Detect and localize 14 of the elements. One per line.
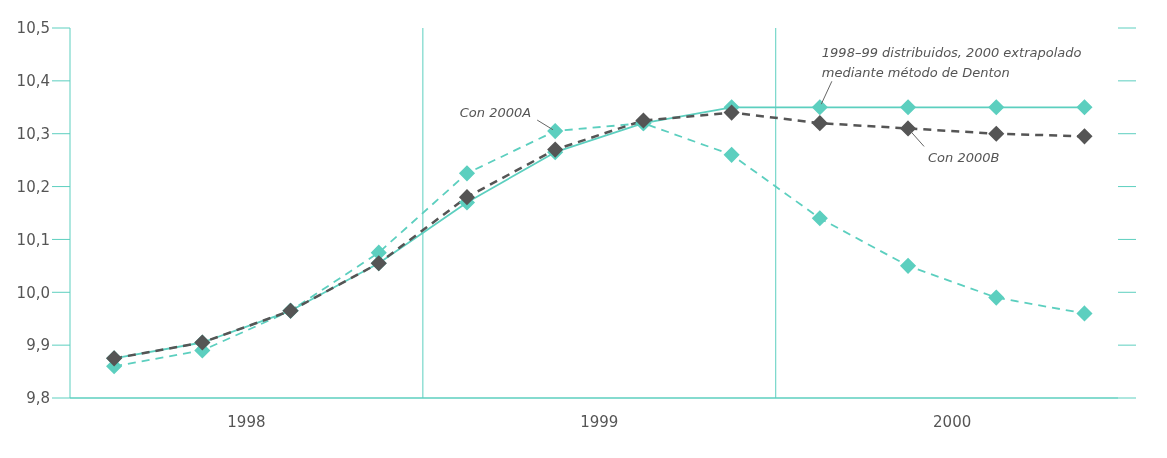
- x-tick-label: 2000: [933, 412, 972, 431]
- y-tick-label: 9,8: [26, 389, 50, 408]
- annotation: Con 2000B: [928, 150, 1000, 166]
- y-tick-label: 10,0: [16, 283, 50, 302]
- x-tick-label: 1999: [580, 412, 619, 431]
- y-tick-label: 10,1: [16, 230, 50, 249]
- y-tick-label: 10,4: [16, 72, 50, 91]
- y-tick-label: 10,3: [16, 125, 50, 144]
- annotation: 1998–99 distribuidos, 2000 extrapolado mediante método de Denton: [821, 45, 1082, 81]
- y-tick-label: 9,9: [26, 336, 50, 355]
- x-tick-label: 1998: [227, 412, 266, 431]
- y-tick-label: 10,5: [16, 19, 50, 38]
- annotation: Con 2000A: [459, 105, 532, 121]
- y-tick-label: 10,2: [16, 177, 50, 196]
